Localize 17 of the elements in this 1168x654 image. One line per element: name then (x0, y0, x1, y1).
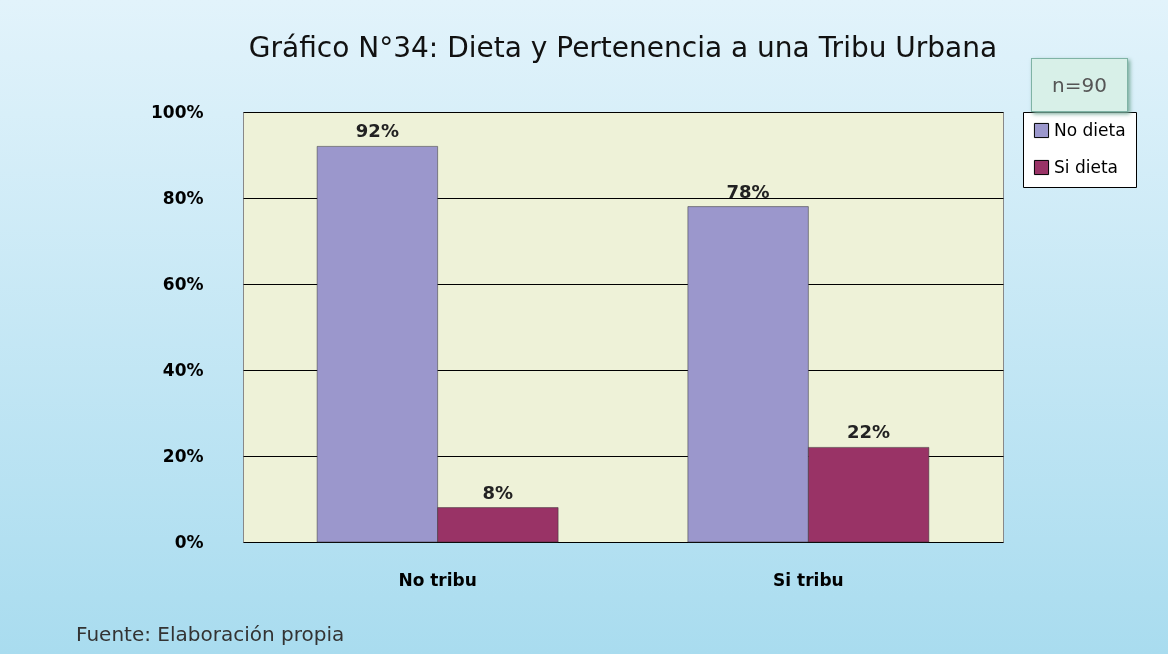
x-tick-label: No tribu (398, 569, 477, 590)
text: n=90 (1031, 58, 1128, 112)
y-tick-label: 100% (150, 101, 204, 122)
data-label: 8% (482, 481, 514, 503)
x-tick-label: Si tribu (773, 569, 844, 590)
data-label: 92% (355, 120, 399, 142)
legend-label: Si dieta (1054, 156, 1118, 177)
data-label: 22% (847, 421, 891, 443)
legend-label: No dieta (1054, 119, 1126, 140)
y-tick-label: 60% (162, 273, 204, 294)
y-tick-label: 80% (162, 187, 204, 208)
chart-title: Gráfico N°34: Dieta y Pertenencia a una Tribu Urbana (248, 31, 998, 64)
y-tick-label: 20% (162, 445, 204, 466)
y-tick-label: 0% (174, 531, 204, 552)
y-tick-label: 40% (162, 359, 204, 380)
source-note: Fuente: Elaboración propia (76, 622, 345, 646)
data-label: 78% (726, 180, 770, 202)
